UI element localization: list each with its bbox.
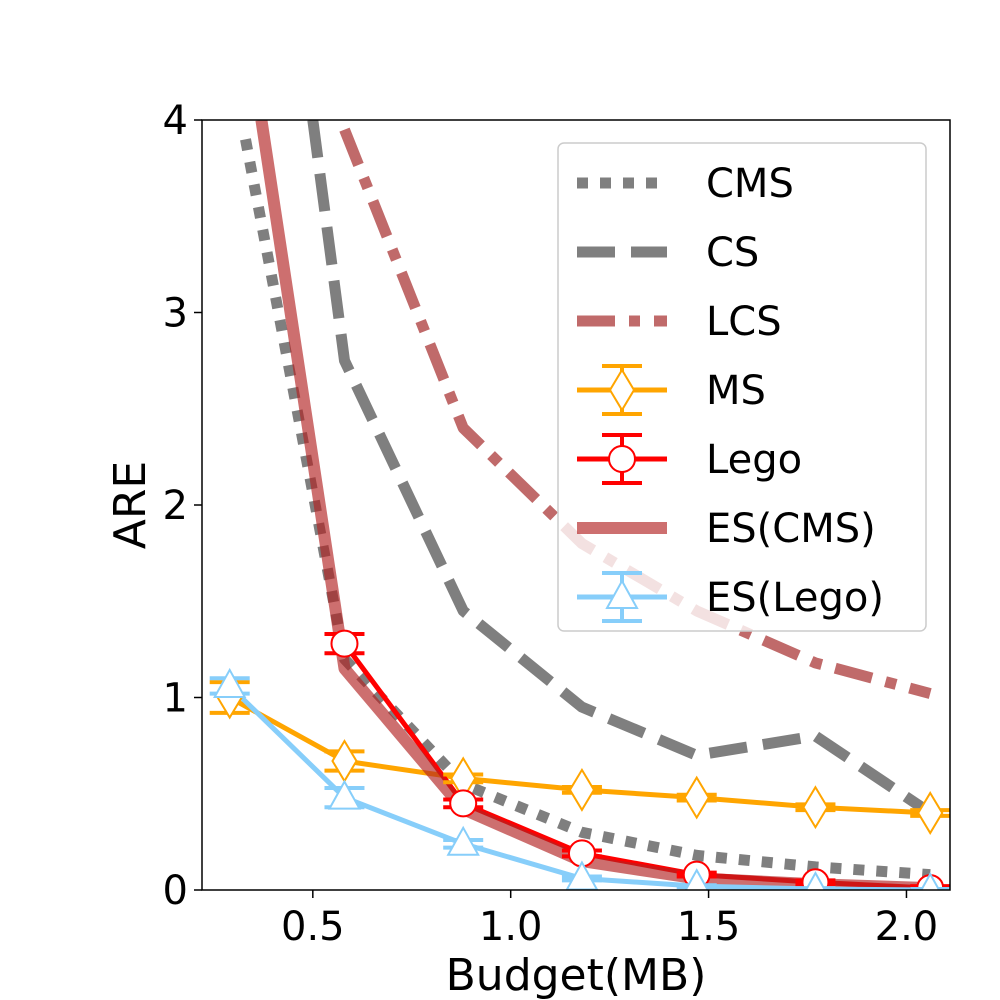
- data-point-ms: [683, 775, 710, 820]
- y-tick-label: 1: [163, 676, 188, 722]
- data-point-ms: [331, 739, 358, 783]
- legend-item-lcs: LCS: [577, 299, 782, 345]
- data-point-es-lego: [213, 667, 247, 698]
- legend-item-lego: Lego: [577, 433, 802, 485]
- x-tick-label: 0.5: [281, 904, 345, 950]
- data-point-es-lego: [804, 870, 827, 890]
- data-point-es-lego: [920, 871, 941, 890]
- x-tick-label: 1.0: [479, 904, 543, 950]
- data-point-es-lego: [327, 779, 362, 810]
- legend: CMS CS LCS MS Lego ES(CMS) ES(Lego): [557, 142, 927, 632]
- y-tick-label: 3: [163, 291, 188, 337]
- legend-marker: [605, 578, 639, 609]
- data-point-ms: [568, 767, 596, 812]
- legend-item-es-lego: ES(Lego): [577, 571, 884, 623]
- data-point-ms: [917, 791, 944, 835]
- legend-label: CS: [706, 230, 759, 276]
- marker-layer: [209, 629, 950, 890]
- legend-item-cs: CS: [577, 230, 759, 276]
- data-point-es-lego: [446, 825, 480, 856]
- data-point-es-lego: [684, 868, 709, 890]
- legend-label: CMS: [706, 161, 794, 207]
- y-tick-label: 0: [163, 868, 188, 914]
- legend-item-cms: CMS: [577, 161, 794, 207]
- legend-item-es-cms: ES(CMS): [577, 506, 876, 552]
- x-axis-label: Budget(MB): [446, 950, 707, 1000]
- legend-marker: [608, 445, 636, 473]
- y-tick-label: 4: [163, 98, 188, 144]
- data-point-ms: [802, 785, 829, 830]
- y-axis-label: ARE: [105, 461, 156, 549]
- legend-item-ms: MS: [577, 364, 766, 416]
- data-point-lego: [330, 629, 359, 658]
- legend-label: Lego: [706, 437, 802, 483]
- legend-box: [557, 142, 927, 632]
- series-cs: [307, 120, 934, 818]
- x-tick-label: 2.0: [875, 904, 939, 950]
- y-tick-label: 2: [163, 483, 188, 529]
- legend-label: ES(Lego): [706, 575, 884, 621]
- axis-layer: 0.5 1.0 1.5 2.0 0 1 2 3 4: [163, 98, 939, 950]
- series-line-cs: [307, 120, 934, 818]
- legend-label: MS: [706, 368, 766, 414]
- x-tick-label: 1.5: [677, 904, 741, 950]
- data-point-lego: [449, 789, 478, 818]
- markers-es-lego: [209, 667, 950, 890]
- legend-label: ES(CMS): [706, 506, 876, 552]
- legend-marker: [608, 368, 636, 412]
- legend-label: LCS: [706, 299, 782, 345]
